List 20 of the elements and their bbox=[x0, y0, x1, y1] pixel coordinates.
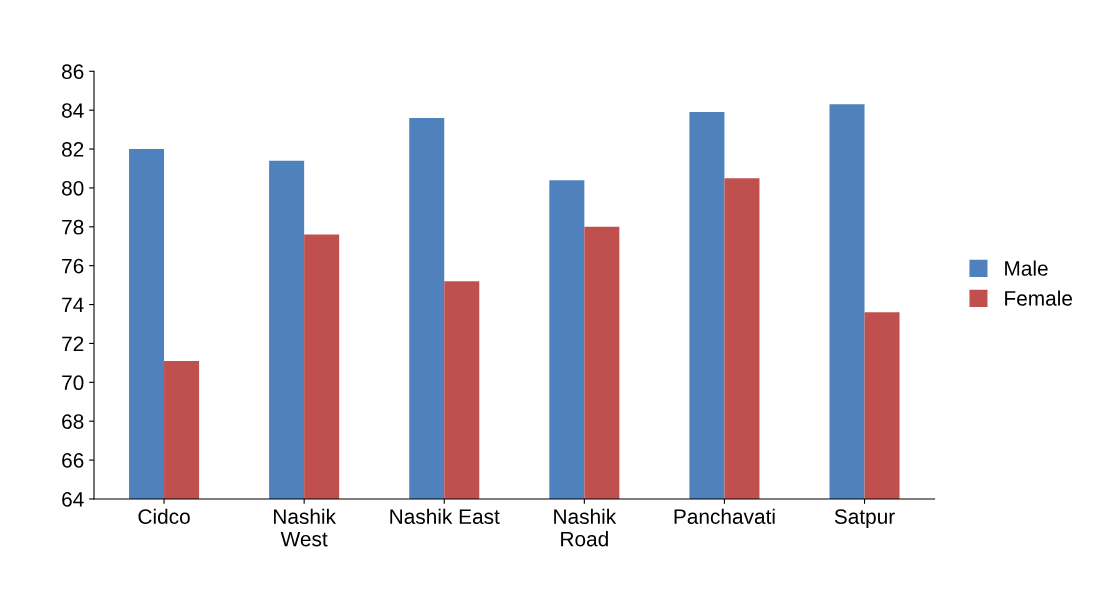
legend-label: Female bbox=[1005, 290, 1073, 306]
x-tick-label: Nashik West bbox=[274, 508, 337, 547]
y-tick-label: 74 bbox=[62, 297, 84, 313]
y-tick-label: 82 bbox=[62, 142, 84, 157]
y-tick-label: 66 bbox=[62, 453, 84, 468]
x-tick-label: Cidco bbox=[138, 508, 190, 524]
x-tick-label: Nashik Road bbox=[554, 508, 617, 547]
y-tick-label: 76 bbox=[62, 258, 84, 274]
y-tick-label: 68 bbox=[62, 414, 84, 429]
y-tick-label: 70 bbox=[62, 375, 84, 391]
y-tick-label: 78 bbox=[62, 219, 84, 235]
x-tick-label: Satpur bbox=[834, 509, 895, 529]
y-tick-label: 64 bbox=[62, 491, 84, 507]
x-tick-label: Panchavati bbox=[674, 508, 775, 524]
y-tick-label: 86 bbox=[62, 64, 84, 80]
x-tick-label: Nashik East bbox=[390, 508, 500, 524]
y-tick-label: 80 bbox=[62, 180, 84, 196]
y-tick-label: 84 bbox=[62, 103, 84, 118]
legend-label: Male bbox=[1005, 260, 1048, 276]
y-tick-label: 72 bbox=[62, 336, 84, 351]
